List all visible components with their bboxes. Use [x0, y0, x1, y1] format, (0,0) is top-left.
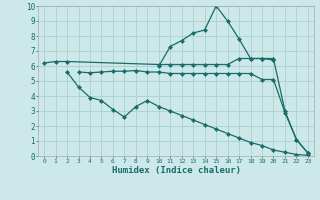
X-axis label: Humidex (Indice chaleur): Humidex (Indice chaleur) — [111, 166, 241, 175]
